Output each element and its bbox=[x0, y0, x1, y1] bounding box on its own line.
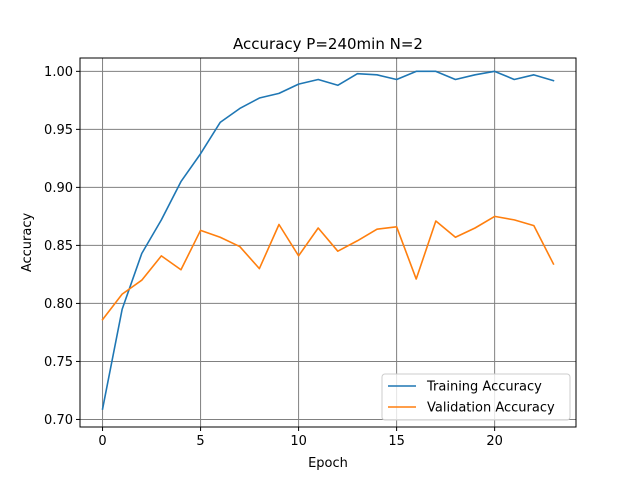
series-lines bbox=[101, 70, 555, 410]
x-axis-label: Epoch bbox=[308, 456, 348, 471]
x-tick-label: 5 bbox=[196, 434, 204, 449]
axis-ticks: 0 5 10 15 20 0.70 0.75 0.80 0.85 0.90 0.95 1.00 bbox=[44, 65, 503, 449]
plot-frame bbox=[79, 57, 577, 428]
plot-area bbox=[80, 58, 576, 427]
y-tick-label: 0.85 bbox=[44, 239, 73, 254]
y-tick-label: 0.90 bbox=[44, 181, 73, 196]
y-tick-label: 1.00 bbox=[44, 65, 73, 80]
y-axis-label: Accuracy bbox=[20, 213, 35, 273]
x-tick-label: 20 bbox=[486, 434, 503, 449]
y-tick-label: 0.80 bbox=[44, 297, 73, 312]
series-line-training-accuracy bbox=[101, 70, 555, 410]
chart-title: Accuracy P=240min N=2 bbox=[233, 35, 423, 53]
grid bbox=[80, 58, 576, 427]
y-tick-label: 0.75 bbox=[44, 355, 73, 370]
x-tick-label: 0 bbox=[98, 434, 106, 449]
legend-box bbox=[381, 373, 571, 421]
legend-label: Training Accuracy bbox=[426, 380, 542, 395]
x-tick-label: 10 bbox=[290, 434, 307, 449]
legend-label: Validation Accuracy bbox=[427, 401, 555, 416]
y-tick-label: 0.70 bbox=[44, 413, 73, 428]
series-line-validation-accuracy bbox=[101, 215, 555, 321]
y-tick-label: 0.95 bbox=[44, 123, 73, 138]
legend: Training Accuracy Validation Accuracy bbox=[381, 373, 571, 421]
x-tick-label: 15 bbox=[388, 434, 405, 449]
